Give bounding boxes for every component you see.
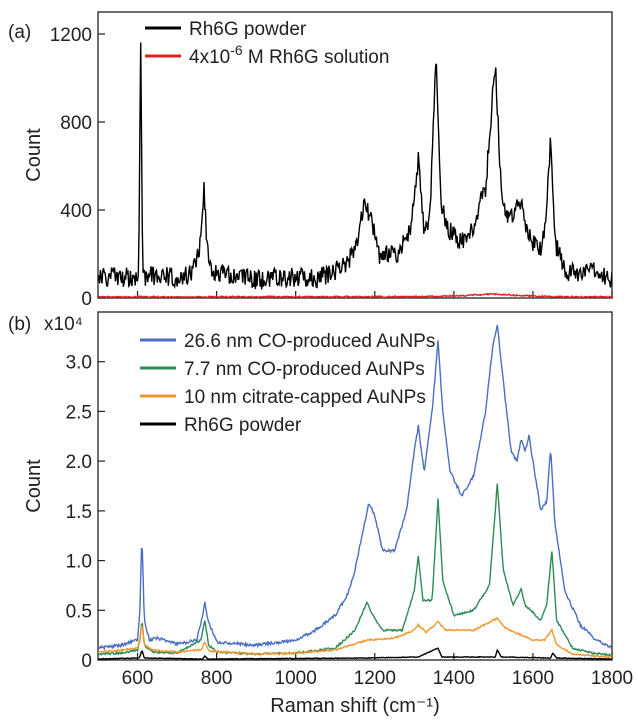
y-axis-label: Count: [23, 128, 45, 182]
y-tick-label: 2.5: [66, 402, 92, 423]
legend-label: 7.7 nm CO-produced AuNPs: [184, 359, 425, 380]
legend-label: 10 nm citrate-capped AuNPs: [184, 387, 426, 408]
series-line-2: [98, 483, 612, 657]
y-tick-label: 1.5: [66, 502, 92, 523]
y-tick-label: 0.5: [66, 601, 92, 622]
y-tick-label: 400: [60, 201, 92, 222]
plot-frame-2: [97, 311, 613, 661]
y-tick-label: 800: [60, 113, 92, 134]
legend-label: Rh6G powder: [184, 415, 302, 436]
legend-label: 4x10-6 M Rh6G solution: [189, 42, 389, 68]
y-tick-label: 1.0: [66, 552, 92, 573]
series-line-1: [98, 324, 612, 651]
x-axis-label: Raman shift (cm⁻¹): [270, 695, 439, 717]
y-tick-label: 0: [81, 651, 92, 672]
y-tick-label: 3.0: [66, 353, 92, 374]
panel-label: (b): [8, 314, 31, 335]
series-line-2: [98, 292, 612, 298]
x-tick-label: 800: [201, 668, 233, 689]
y-axis-label: Count: [23, 459, 45, 513]
x-tick-label: 1000: [275, 668, 317, 689]
legend-label: Rh6G powder: [189, 19, 307, 40]
legend-label: 26.6 nm CO-produced AuNPs: [184, 331, 435, 352]
y-tick-label: 0: [81, 289, 92, 310]
y-tick-label: 1200: [50, 25, 92, 46]
x-tick-label: 600: [122, 668, 154, 689]
x-tick-label: 1600: [512, 668, 554, 689]
series-line-1: [98, 42, 612, 290]
x-tick-label: 1200: [354, 668, 396, 689]
x-tick-label: 1400: [433, 668, 475, 689]
panel-label: (a): [8, 22, 31, 43]
y-tick-label: 2.0: [66, 452, 92, 473]
series-line-3: [98, 616, 612, 659]
x-tick-label: 1800: [591, 668, 633, 689]
series-line-4: [98, 647, 612, 660]
y-multiplier: x10⁴: [44, 314, 83, 335]
